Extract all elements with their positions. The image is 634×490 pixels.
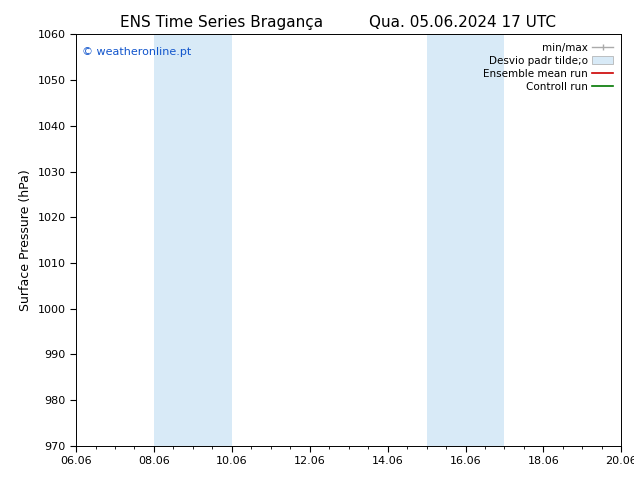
Text: © weatheronline.pt: © weatheronline.pt (82, 47, 191, 57)
Y-axis label: Surface Pressure (hPa): Surface Pressure (hPa) (19, 169, 32, 311)
Bar (427, 34, 505, 446)
Legend: min/max, Desvio padr tilde;o, Ensemble mean run, Controll run: min/max, Desvio padr tilde;o, Ensemble m… (480, 40, 616, 95)
Text: Qua. 05.06.2024 17 UTC: Qua. 05.06.2024 17 UTC (370, 15, 556, 30)
Text: ENS Time Series Bragança: ENS Time Series Bragança (120, 15, 323, 30)
Bar (154, 34, 232, 446)
